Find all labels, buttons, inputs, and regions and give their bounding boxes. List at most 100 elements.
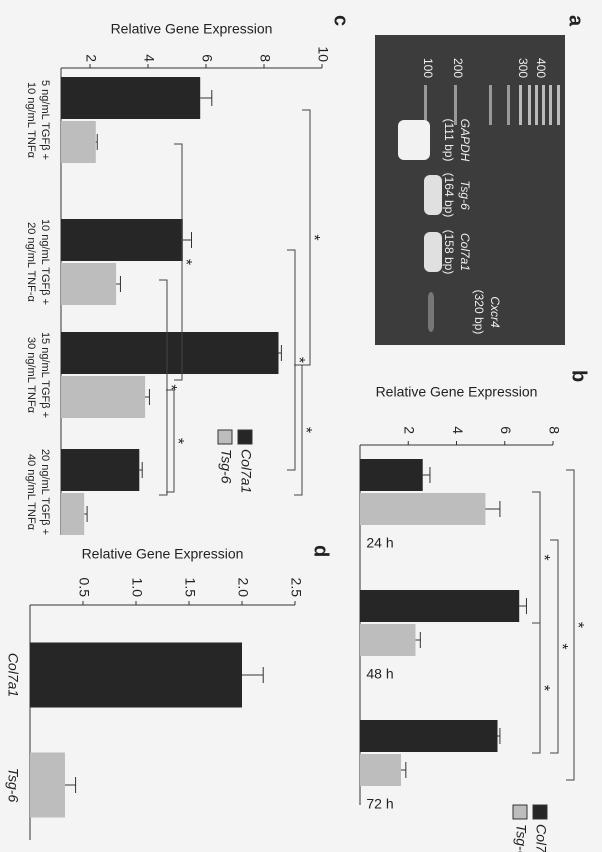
significance-star: *: [297, 427, 314, 433]
significance-bracket: [550, 539, 559, 754]
significance-star: *: [162, 384, 179, 390]
y-tick-label: 6: [199, 54, 215, 62]
significance-bracket: [159, 279, 168, 496]
ladder-label: 400: [534, 58, 548, 78]
lane-size: (164 bp): [442, 173, 456, 218]
x-tick-label: 15 ng/mL TGFβ +: [39, 332, 51, 418]
y-tick-label: 2.0: [235, 578, 251, 598]
y-tick-label: 2: [402, 426, 418, 434]
x-tick-label: 10 ng/mL TGFβ +: [39, 219, 51, 305]
bar: [359, 754, 402, 786]
x-tick-label: 40 ng/mL TNFα: [25, 454, 37, 531]
bar: [60, 121, 96, 163]
significance-star: *: [535, 685, 552, 691]
y-tick-label: 8: [546, 426, 562, 434]
error-bar: [64, 777, 77, 793]
ladder-label: 100: [421, 58, 435, 78]
panel-letter: c: [330, 15, 352, 26]
significance-star: *: [305, 234, 322, 240]
error-bar: [200, 90, 213, 106]
lane-size: (320 bp): [472, 290, 486, 335]
legend-label: Col7a1: [533, 824, 549, 852]
ladder-band: [424, 85, 427, 125]
legend-label: Tsg-6: [513, 824, 529, 852]
significance-bracket: [302, 109, 311, 366]
y-tick-label: 10: [315, 46, 331, 62]
y-axis-label: Relative Gene Expression: [82, 546, 244, 562]
error-bar: [95, 134, 98, 150]
significance-star: *: [553, 643, 570, 649]
x-tick-label: 10 ng/mL TNFα: [25, 82, 37, 159]
bar: [61, 263, 117, 305]
error-bar: [116, 276, 121, 292]
ladder-label: 300: [516, 58, 530, 78]
error-bar: [415, 632, 421, 648]
y-tick-label: 4: [141, 54, 157, 62]
error-bar: [485, 501, 501, 517]
significance-bracket: [287, 249, 296, 471]
significance-star: *: [569, 622, 586, 628]
error-bar: [519, 598, 527, 614]
x-tick-label: 48 h: [366, 666, 393, 682]
error-bar: [422, 467, 431, 483]
significance-bracket: [566, 469, 575, 781]
bar: [61, 493, 85, 535]
y-tick-label: 8: [257, 54, 273, 62]
y-tick-label: 1.5: [182, 578, 198, 598]
bar: [360, 459, 423, 491]
significance-star: *: [169, 438, 186, 444]
x-tick-label: Tsg-6: [5, 768, 21, 803]
legend-label: Col7a1: [238, 449, 254, 493]
bar: [60, 219, 183, 261]
y-tick-label: 4: [450, 426, 466, 434]
x-tick-label: 30 ng/mL TNFα: [25, 337, 37, 414]
gel-band: [424, 232, 442, 272]
gel-band: [398, 120, 430, 160]
ladder-band: [528, 85, 531, 125]
lane-gene: Col7a1: [458, 233, 472, 271]
legend-swatch: [532, 804, 548, 820]
lane-size: (111 bp): [442, 119, 456, 162]
y-tick-label: 0.5: [76, 578, 92, 598]
significance-bracket: [294, 364, 303, 496]
gel-band: [424, 175, 442, 215]
ladder-band: [489, 85, 492, 125]
bar: [30, 642, 242, 708]
significance-bracket: [174, 143, 183, 381]
significance-star: *: [177, 259, 194, 265]
x-tick-label: 20 ng/mL TNF-α: [25, 222, 37, 302]
panel-letter: b: [568, 370, 590, 382]
significance-bracket: [166, 389, 175, 493]
panel-letter: d: [310, 545, 332, 557]
x-tick-label: 72 h: [366, 796, 393, 812]
y-tick-label: 2: [83, 54, 99, 62]
significance-star: *: [535, 554, 552, 560]
lane-gene: GAPDH: [458, 119, 472, 162]
ladder-band: [519, 85, 522, 125]
error-bar: [278, 345, 282, 361]
y-axis-label: Relative Gene Expression: [376, 384, 538, 400]
error-bar: [242, 667, 264, 683]
bar: [60, 449, 140, 491]
error-bar: [401, 762, 407, 778]
bar: [61, 332, 279, 374]
significance-bracket: [532, 622, 541, 754]
lane-gene: Cxcr4: [488, 296, 502, 328]
bar: [360, 720, 498, 752]
error-bar: [182, 232, 192, 248]
bar: [359, 590, 520, 622]
error-bar: [84, 506, 88, 522]
gel-band: [428, 292, 434, 332]
legend-swatch: [237, 429, 253, 445]
ladder-band: [454, 85, 457, 125]
ladder-band: [535, 85, 538, 125]
y-tick-label: 1.0: [129, 578, 145, 598]
gel-image: [375, 35, 565, 345]
panel-letter: a: [565, 15, 587, 27]
error-bar: [497, 728, 501, 744]
legend-label: Tsg-6: [218, 449, 234, 484]
bar: [360, 493, 486, 525]
y-tick-label: 6: [498, 426, 514, 434]
bar: [61, 77, 201, 119]
